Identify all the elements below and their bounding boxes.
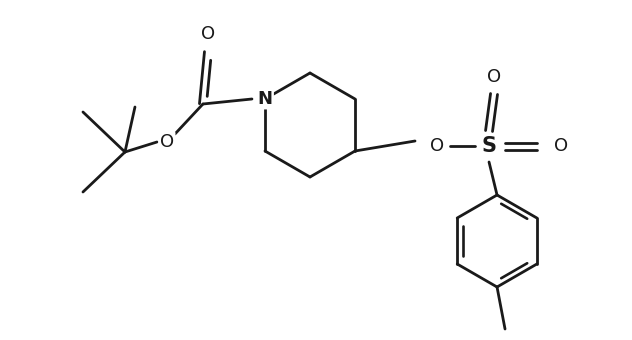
Text: O: O [487,68,501,86]
Text: O: O [201,25,215,43]
Text: N: N [257,90,272,108]
Text: S: S [482,136,497,156]
Text: O: O [430,137,444,155]
Text: O: O [554,137,568,155]
Text: O: O [160,133,174,151]
